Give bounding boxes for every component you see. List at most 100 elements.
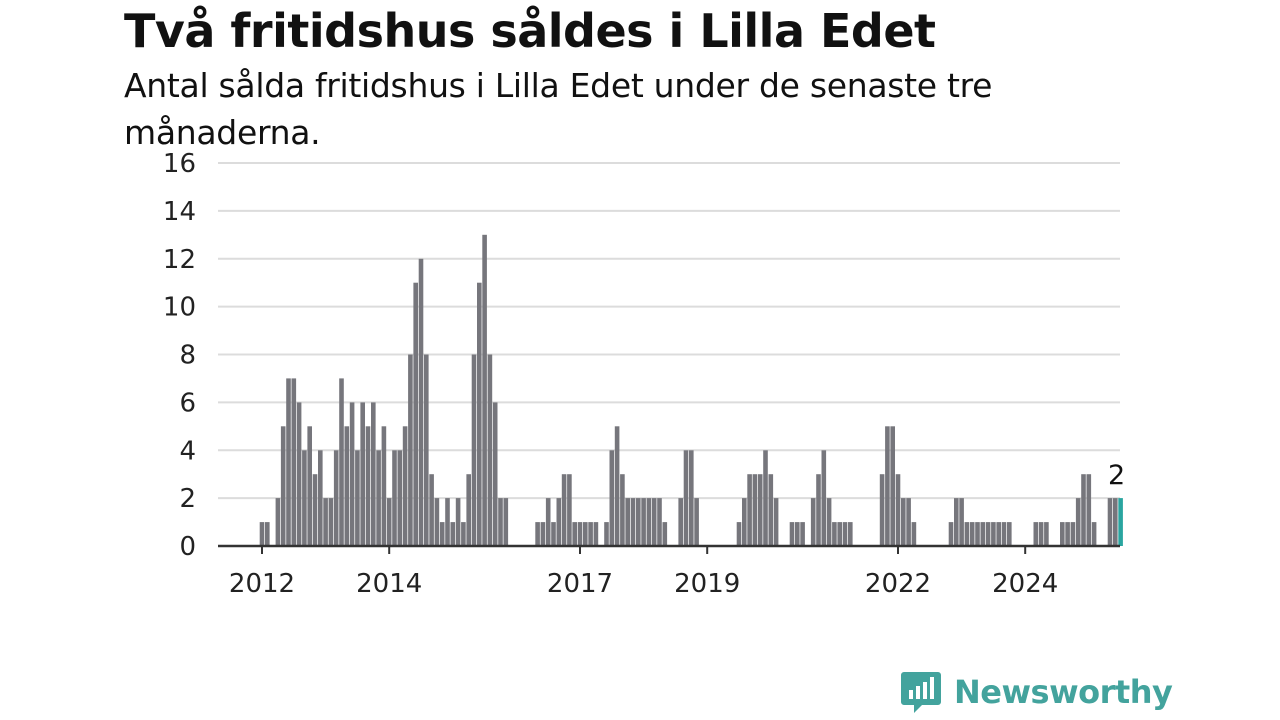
bar: [1091, 522, 1097, 546]
bar: [848, 522, 853, 546]
y-tick-label: 4: [179, 436, 196, 466]
bar: [577, 522, 583, 546]
bar-chart: 0 2 4 6 8 10 12 14 16 2012 2014 2017 2019 2022 2024 2: [163, 149, 1125, 599]
bar: [328, 498, 334, 546]
bar: [1075, 498, 1081, 546]
bar: [800, 522, 805, 546]
bar: [911, 522, 917, 546]
bar: [355, 450, 360, 547]
bar: [763, 450, 768, 547]
bar: [1038, 522, 1044, 546]
bar: [360, 402, 365, 546]
bar: [471, 354, 477, 546]
bar: [455, 498, 461, 546]
bar: [408, 354, 413, 546]
bar: [879, 474, 885, 546]
bar: [768, 474, 774, 546]
bar: [265, 522, 270, 546]
bar: [885, 426, 890, 546]
bar: [561, 474, 567, 546]
bar: [641, 498, 646, 546]
y-tick-label: 10: [163, 293, 196, 323]
bar: [795, 522, 800, 546]
bar: [996, 522, 1001, 546]
bar: [498, 498, 503, 546]
y-tick-label: 0: [179, 532, 196, 562]
bar: [620, 474, 625, 546]
bar: [339, 378, 344, 546]
bar: [323, 498, 328, 546]
bar: [662, 522, 668, 546]
bar: [1044, 522, 1049, 546]
bar: [429, 474, 434, 546]
bar: [837, 522, 842, 546]
brand-name: Newsworthy: [954, 673, 1173, 711]
chart-title: Två fritidshus såldes i Lilla Edet: [124, 4, 936, 58]
bar: [651, 498, 657, 546]
bar: [985, 522, 991, 546]
bar: [280, 426, 286, 546]
bar: [969, 522, 975, 546]
bar: [636, 498, 641, 546]
bar: [492, 402, 498, 546]
bar: [439, 522, 445, 546]
bar: [948, 522, 954, 546]
bar: [344, 426, 350, 546]
bar: [545, 498, 551, 546]
bar: [540, 522, 546, 546]
bar: [1060, 522, 1065, 546]
bar: [434, 498, 440, 546]
bar: [551, 522, 556, 546]
bar: [604, 522, 609, 546]
bar: [275, 498, 281, 546]
bar: [842, 522, 848, 546]
y-tick-label: 6: [179, 388, 196, 418]
bar: [307, 426, 312, 546]
bar: [583, 522, 588, 546]
bar: [371, 402, 376, 546]
x-tick-label: 2014: [356, 569, 422, 599]
bar: [689, 450, 694, 547]
bar: [789, 522, 795, 546]
bar: [333, 450, 339, 547]
bar: [392, 450, 397, 547]
bar: [1007, 522, 1012, 546]
y-tick-label: 14: [163, 197, 196, 227]
bar: [296, 402, 302, 546]
bar: [980, 522, 986, 546]
bar: [959, 498, 964, 546]
x-axis-ticks: 2012 2014 2017 2019 2022 2024: [229, 546, 1058, 599]
bar: [1065, 522, 1070, 546]
bar: [1086, 474, 1092, 546]
bar: [291, 378, 297, 546]
bar: [832, 522, 837, 546]
x-tick-label: 2022: [865, 569, 931, 599]
bar: [302, 450, 307, 547]
bar: [418, 258, 424, 547]
bar: [535, 522, 540, 546]
bar: [593, 522, 599, 546]
y-axis-ticks: 0 2 4 6 8 10 12 14 16: [163, 149, 196, 562]
bar: [413, 282, 418, 546]
bar: [901, 498, 906, 546]
bar: [991, 522, 996, 546]
bar: [826, 498, 832, 546]
last-value-label: 2: [1108, 460, 1125, 491]
bar: [742, 498, 747, 546]
bar: [609, 450, 615, 547]
bar: [954, 498, 959, 546]
bar: [402, 426, 408, 546]
bar: [461, 522, 466, 546]
y-tick-label: 2: [179, 484, 196, 514]
bar: [736, 522, 742, 546]
bar: [1033, 522, 1039, 546]
x-tick-label: 2024: [992, 569, 1058, 599]
bar-highlight: [1118, 498, 1123, 546]
bar: [1001, 522, 1007, 546]
bar: [376, 450, 381, 547]
chart-subtitle: Antal sålda fritidshus i Lilla Edet unde…: [124, 66, 993, 152]
bar: [1113, 498, 1118, 546]
bar: [477, 282, 482, 546]
bar: [694, 498, 699, 546]
bar: [747, 474, 752, 546]
